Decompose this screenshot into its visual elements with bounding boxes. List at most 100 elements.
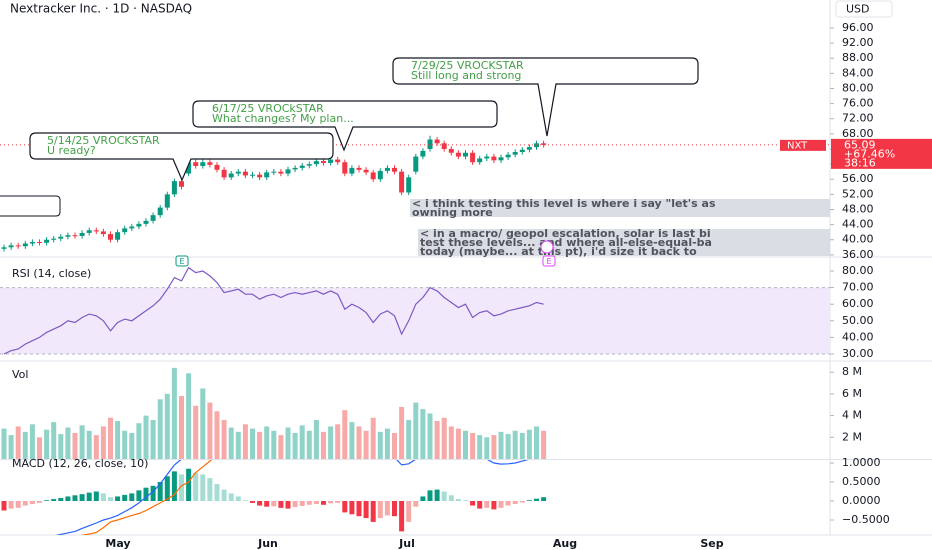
volume-bar — [392, 432, 397, 459]
macd-histogram-bar — [463, 500, 468, 501]
x-tick-label: May — [105, 537, 130, 550]
volume-bar — [193, 405, 199, 459]
macd-histogram-bar — [434, 489, 440, 501]
macd-histogram-bar — [122, 494, 128, 501]
volume-bar — [108, 417, 113, 459]
candle-body — [342, 162, 348, 174]
volume-bar — [349, 422, 355, 459]
volume-bar — [29, 424, 35, 459]
note-box — [418, 229, 830, 256]
volume-bar — [171, 367, 177, 459]
y-tick-label: 6 M — [842, 387, 862, 400]
volume-bar — [278, 435, 284, 459]
volume-bar — [455, 428, 461, 459]
candle-body — [51, 238, 57, 240]
candle-body — [399, 171, 405, 193]
macd-histogram-bar — [221, 489, 227, 501]
candle-body — [129, 226, 135, 229]
price-tag-price: 65.09 — [844, 138, 876, 151]
macd-histogram-bar — [335, 500, 341, 503]
candle-body — [477, 158, 483, 163]
note-text: 7/29/25 VROCKSTAR — [411, 59, 524, 72]
macd-histogram-bar — [86, 492, 92, 501]
macd-histogram-bar — [505, 500, 511, 506]
candle-body — [328, 159, 334, 163]
macd-histogram-bar — [285, 500, 291, 509]
candle-body — [470, 152, 476, 163]
macd-histogram-bar — [115, 496, 121, 501]
volume-bar — [463, 430, 468, 459]
earnings-marker[interactable] — [542, 255, 556, 267]
volume-bar — [150, 419, 156, 459]
macd-histogram-bar — [441, 491, 447, 501]
macd-histogram-bar — [228, 493, 234, 501]
macd-histogram-bar — [264, 500, 270, 507]
candle-body — [427, 139, 433, 149]
volume-bar — [179, 396, 184, 459]
volume-bar — [264, 426, 270, 459]
candle-body — [228, 173, 234, 178]
macd-histogram-bar — [328, 500, 334, 504]
volume-bar — [498, 431, 504, 459]
note-text: < in a macro/ geopol escalation, solar i… — [420, 227, 711, 240]
volume-bar — [285, 427, 291, 459]
volume-bar — [100, 426, 106, 459]
macd-histogram-bar — [72, 495, 78, 501]
macd-histogram-bar — [193, 472, 199, 501]
plot-layer: 96.00 92.00 88.00 84.00 80.00 76.00 72.00 68.00… — [0, 21, 932, 550]
volume-bar — [221, 419, 227, 459]
volume-bar — [321, 431, 326, 459]
macd-histogram-bar — [235, 496, 241, 501]
volume-bar — [384, 428, 390, 459]
macd-histogram-bar — [356, 500, 362, 517]
candle-body — [505, 154, 511, 158]
macd-histogram-bar — [477, 500, 483, 509]
y-tick-label: 40.00 — [842, 330, 874, 343]
earnings-marker[interactable] — [175, 255, 189, 267]
volume-bar — [413, 402, 419, 459]
candle-body — [313, 161, 319, 165]
y-tick-label: 88.00 — [842, 51, 874, 64]
note-text: today (maybe... at this pt), i'd size it… — [420, 245, 697, 258]
candle-body — [171, 181, 177, 195]
candle-body — [207, 162, 213, 165]
macd-histogram-bar — [470, 500, 476, 506]
candle-body — [22, 243, 28, 247]
pane-title: MACD (12, 26, close, 10) — [12, 457, 148, 470]
note-text: < i think testing this level is where i … — [412, 197, 716, 210]
x-tick-label: Sep — [700, 537, 723, 550]
volume-bar — [93, 435, 99, 459]
candle-body — [15, 245, 21, 247]
macd-histogram-bar — [51, 499, 57, 501]
chart-title: Nextracker Inc. · 1D · NASDAQ — [10, 2, 192, 16]
volume-bar — [271, 430, 277, 459]
candle-body — [200, 162, 206, 167]
macd-histogram-bar — [313, 500, 319, 505]
candle-body — [79, 232, 85, 236]
candle-body — [65, 235, 71, 237]
candle-body — [484, 156, 490, 159]
candle-body — [413, 156, 419, 172]
macd-histogram-bar — [541, 497, 547, 501]
volume-bar — [356, 426, 362, 459]
macd-histogram-bar — [413, 500, 419, 507]
candle-body — [271, 171, 277, 173]
macd-histogram-bar — [321, 500, 326, 505]
y-tick-label: 80.00 — [842, 81, 874, 94]
x-tick-label: Jun — [257, 537, 278, 550]
macd-histogram-bar — [250, 500, 255, 503]
y-tick-label: 2 M — [842, 430, 862, 443]
macd-histogram-bar — [58, 497, 64, 501]
candle-body — [335, 159, 341, 163]
macd-histogram-bar — [484, 500, 490, 508]
rsi-line — [3, 266, 544, 355]
volume-bar — [115, 421, 121, 459]
y-tick-label: 60.00 — [842, 297, 874, 310]
note-bubble — [0, 195, 61, 217]
currency-button[interactable] — [835, 0, 893, 18]
event-icon[interactable] — [540, 240, 554, 254]
candle-body — [512, 152, 518, 155]
macd-histogram-bar — [22, 500, 28, 506]
volume-bar — [512, 430, 518, 459]
volume-bar — [370, 417, 376, 459]
